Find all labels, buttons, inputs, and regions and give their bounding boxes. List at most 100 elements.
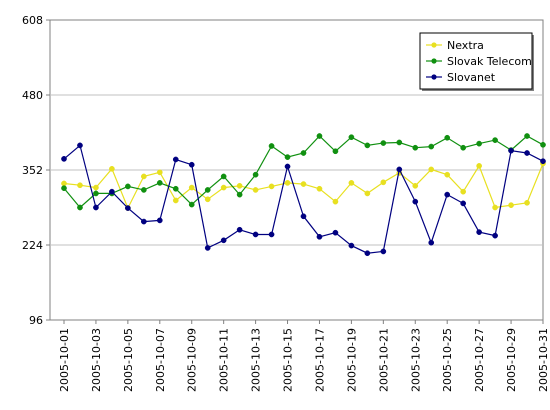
- data-point: [204, 196, 211, 203]
- x-tick-label: 2005-10-31: [537, 328, 550, 392]
- data-point: [77, 142, 83, 149]
- data-point: [109, 188, 115, 195]
- data-point: [172, 156, 179, 163]
- legend-entry: Slovak Telecom: [447, 55, 532, 68]
- x-tick-label: 2005-10-27: [473, 328, 486, 392]
- series-nextra: [61, 160, 546, 211]
- data-point: [236, 226, 243, 233]
- data-point: [156, 180, 163, 186]
- data-point: [125, 205, 131, 211]
- data-point: [125, 183, 131, 190]
- data-point: [93, 190, 99, 197]
- data-point: [444, 134, 451, 141]
- series-lines: [61, 133, 546, 257]
- x-tick-label: 2005-10-11: [218, 328, 231, 392]
- y-tick-label: 608: [22, 14, 43, 27]
- data-point: [268, 231, 275, 238]
- data-point: [396, 166, 403, 173]
- x-tick-label: 2005-10-25: [441, 328, 454, 392]
- data-point: [540, 141, 546, 148]
- data-point: [268, 183, 275, 190]
- data-point: [316, 185, 323, 192]
- data-point: [172, 185, 179, 192]
- y-tick-label: 480: [22, 89, 43, 102]
- data-point: [476, 163, 482, 169]
- x-tick-label: 2005-10-21: [377, 328, 390, 392]
- x-tick-label: 2005-10-03: [90, 328, 103, 392]
- data-point: [220, 237, 227, 244]
- data-point: [460, 188, 467, 195]
- data-point: [412, 198, 419, 205]
- data-point: [444, 171, 451, 178]
- data-point: [348, 134, 355, 141]
- data-point: [428, 166, 435, 173]
- data-point: [300, 213, 307, 220]
- series-slovanet: [61, 142, 546, 257]
- data-point: [252, 231, 259, 238]
- data-point: [236, 191, 243, 198]
- x-tick-label: 2005-10-15: [282, 328, 295, 392]
- data-point: [364, 250, 371, 257]
- y-tick-label: 352: [22, 164, 43, 177]
- data-point: [61, 180, 67, 187]
- data-point: [524, 199, 530, 206]
- data-point: [508, 147, 514, 154]
- data-point: [156, 169, 163, 176]
- data-point: [524, 133, 530, 139]
- data-point: [492, 232, 498, 239]
- data-point: [460, 200, 467, 207]
- data-point: [300, 150, 307, 156]
- data-point: [380, 248, 387, 255]
- data-point: [61, 156, 67, 162]
- data-point: [412, 144, 419, 151]
- x-tick-label: 2005-10-01: [58, 328, 71, 392]
- data-point: [316, 233, 323, 240]
- data-point: [428, 239, 435, 246]
- y-tick-label: 224: [22, 239, 43, 252]
- data-point: [188, 161, 195, 168]
- data-point: [412, 182, 419, 189]
- data-point: [508, 202, 514, 209]
- data-point: [93, 204, 99, 211]
- x-tick-label: 2005-10-19: [345, 328, 358, 392]
- data-point: [300, 181, 307, 187]
- data-point: [252, 171, 259, 178]
- data-point: [428, 143, 435, 150]
- legend-entry: Slovanet: [447, 71, 496, 84]
- data-point: [476, 140, 482, 147]
- y-tick-label: 96: [29, 314, 43, 327]
- data-point: [188, 184, 195, 191]
- legend-entry: Nextra: [447, 39, 484, 52]
- data-point: [284, 154, 291, 160]
- series-slovak-telecom: [61, 133, 546, 211]
- data-point: [140, 187, 147, 193]
- data-point: [364, 142, 371, 149]
- data-point: [140, 218, 147, 225]
- data-point: [364, 190, 371, 197]
- data-point: [396, 139, 403, 146]
- data-point: [332, 229, 339, 236]
- data-point: [140, 173, 147, 180]
- data-point: [204, 187, 211, 193]
- x-tick-label: 2005-10-29: [505, 328, 518, 392]
- data-point: [236, 182, 243, 189]
- data-point: [540, 158, 546, 165]
- data-point: [109, 165, 115, 172]
- legend: Nextra Slovak Telecom Slovanet: [419, 32, 534, 91]
- data-point: [476, 229, 482, 235]
- data-point: [524, 150, 530, 156]
- data-point: [77, 182, 83, 189]
- legend-swatch-marker: [431, 42, 437, 48]
- data-point: [268, 143, 275, 149]
- data-point: [348, 180, 355, 186]
- x-tick-label: 2005-10-05: [122, 328, 135, 392]
- axes: 96 224 352 480 608 2005-10-01 2005-10-03 2005-1…: [22, 14, 550, 392]
- data-point: [220, 173, 227, 180]
- data-point: [252, 187, 259, 193]
- x-tick-label: 2005-10-07: [154, 328, 167, 392]
- data-point: [460, 144, 467, 151]
- data-point: [316, 133, 323, 139]
- x-tick-label: 2005-10-09: [186, 328, 199, 392]
- data-point: [492, 137, 498, 143]
